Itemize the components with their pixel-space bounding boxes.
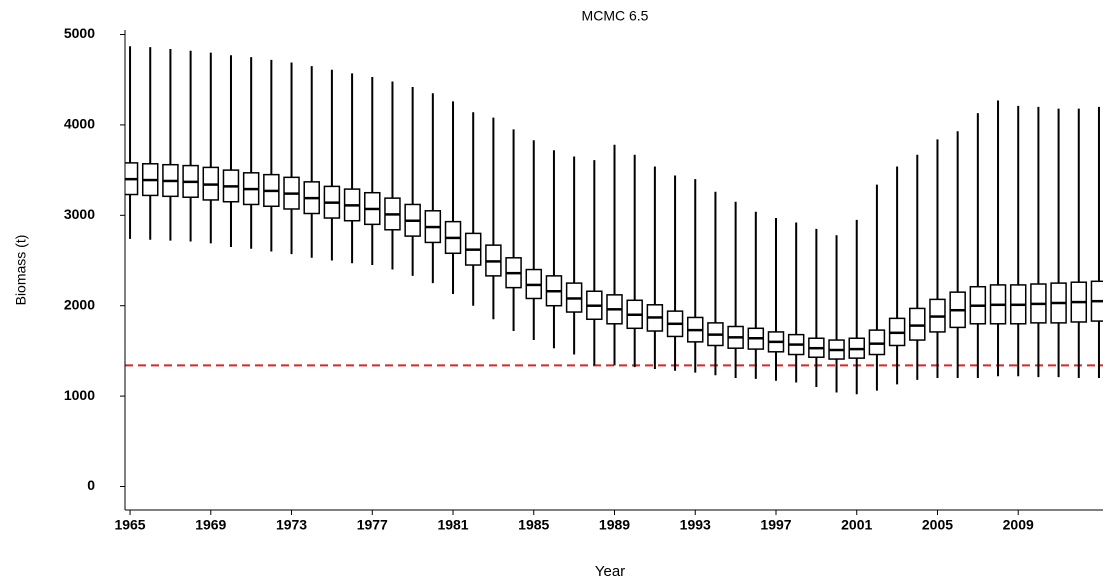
x-tick-label: 2009 <box>1003 517 1034 533</box>
y-tick-label: 0 <box>87 477 95 493</box>
y-tick-label: 4000 <box>64 116 95 132</box>
y-tick-label: 1000 <box>64 387 95 403</box>
box <box>868 329 886 356</box>
x-tick-label: 1993 <box>680 517 711 533</box>
y-tick-label: 3000 <box>64 206 95 222</box>
x-tick-label: 1973 <box>276 517 307 533</box>
y-tick-label: 2000 <box>64 296 95 312</box>
x-axis-label: Year <box>595 563 625 580</box>
x-tick-label: 1969 <box>195 517 226 533</box>
y-axis-label: Biomass (t) <box>13 235 29 306</box>
x-tick-label: 1977 <box>357 517 388 533</box>
x-tick-label: 2005 <box>922 517 953 533</box>
chart-title: MCMC 6.5 <box>582 8 649 24</box>
plot-area <box>125 46 1103 395</box>
x-tick-label: 1997 <box>760 517 791 533</box>
box <box>909 307 926 341</box>
x-tick-label: 1981 <box>437 517 468 533</box>
x-tick-label: 1989 <box>599 517 630 533</box>
y-tick-label: 5000 <box>64 25 95 41</box>
x-tick-label: 1965 <box>114 517 145 533</box>
x-tick-label: 2001 <box>841 517 872 533</box>
x-tick-label: 1985 <box>518 517 549 533</box>
